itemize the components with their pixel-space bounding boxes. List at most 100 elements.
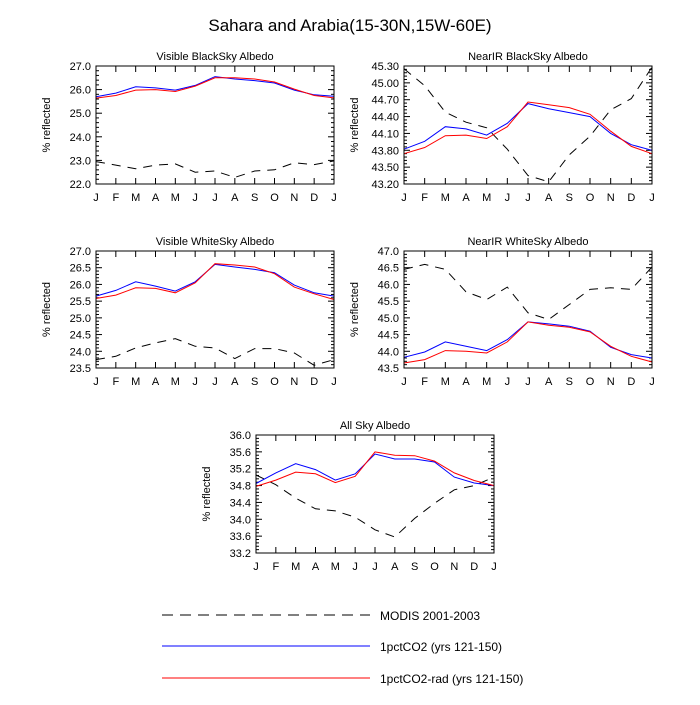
y-tick-label: 34.0 bbox=[230, 514, 251, 526]
panel-title: Visible BlackSky Albedo bbox=[156, 51, 273, 63]
y-tick-label: 45.00 bbox=[371, 78, 399, 90]
x-tick-label: A bbox=[391, 561, 399, 573]
y-tick-label: 44.40 bbox=[371, 112, 399, 124]
x-tick-label: O bbox=[270, 376, 279, 388]
series-line-modis-2001-2003 bbox=[255, 474, 495, 538]
x-tick-label: N bbox=[607, 192, 615, 204]
y-tick-label: 33.6 bbox=[230, 531, 251, 543]
x-tick-label: J bbox=[649, 376, 655, 388]
y-tick-label: 44.10 bbox=[371, 128, 399, 140]
y-tick-label: 35.2 bbox=[230, 464, 251, 476]
y-tick-label: 36.0 bbox=[230, 430, 251, 442]
x-tick-label: D bbox=[627, 192, 635, 204]
x-tick-label: J bbox=[401, 192, 407, 204]
x-tick-label: J bbox=[93, 376, 99, 388]
plot-frame bbox=[95, 250, 335, 369]
x-tick-label: J bbox=[212, 376, 218, 388]
x-tick-label: F bbox=[112, 376, 119, 388]
x-tick-label: O bbox=[586, 192, 595, 204]
x-tick-label: J bbox=[649, 192, 655, 204]
panel-title: All Sky Albedo bbox=[340, 420, 410, 432]
legend-item-modis: MODIS 2001-2003 bbox=[162, 609, 480, 623]
x-tick-label: N bbox=[450, 561, 458, 573]
x-tick-label: J bbox=[491, 561, 497, 573]
x-tick-label: A bbox=[152, 192, 160, 204]
y-tick-label: 26.0 bbox=[70, 279, 91, 291]
y-tick-label: 33.2 bbox=[230, 548, 251, 560]
series-line-1pctco2-rad-yrs-121-150 bbox=[403, 101, 653, 155]
y-axis-label: % reflected bbox=[201, 466, 213, 521]
y-tick-label: 24.5 bbox=[70, 330, 91, 342]
y-axis-label: % reflected bbox=[349, 282, 361, 337]
x-tick-label: J bbox=[372, 561, 378, 573]
y-tick-label: 44.0 bbox=[378, 346, 399, 358]
panel-visible-whitesky: Visible WhiteSky Albedo % reflected 27.0 26… bbox=[41, 236, 337, 388]
x-tick-label: N bbox=[607, 376, 615, 388]
x-tick-label: J bbox=[525, 376, 531, 388]
x-tick-label: A bbox=[312, 561, 320, 573]
legend-item-1pctco2-rad: 1pctCO2-rad (yrs 121-150) bbox=[162, 672, 523, 686]
x-tick-label: N bbox=[290, 376, 298, 388]
legend-label-modis: MODIS 2001-2003 bbox=[380, 609, 480, 623]
x-tick-label: J bbox=[192, 192, 198, 204]
y-tick-label: 24.0 bbox=[70, 132, 91, 144]
x-tick-label: J bbox=[212, 192, 218, 204]
y-tick-label: 45.5 bbox=[378, 296, 399, 308]
legend: MODIS 2001-2003 1pctCO2 (yrs 121-150) 1p… bbox=[162, 609, 523, 686]
x-tick-label: M bbox=[291, 561, 300, 573]
x-tick-label: O bbox=[586, 376, 595, 388]
x-tick-label: D bbox=[310, 192, 318, 204]
x-tick-label: S bbox=[566, 376, 573, 388]
x-tick-label: J bbox=[505, 376, 511, 388]
panel-nearir-blacksky: NearIR BlackSky Albedo % reflected 45.30 45… bbox=[349, 51, 655, 204]
x-tick-label: M bbox=[171, 376, 180, 388]
y-tick-label: 34.4 bbox=[230, 497, 251, 509]
x-tick-label: M bbox=[441, 192, 450, 204]
x-tick-label: J bbox=[505, 192, 511, 204]
y-tick-label: 25.0 bbox=[70, 108, 91, 120]
y-axis-label: % reflected bbox=[41, 97, 53, 152]
y-tick-label: 45.30 bbox=[371, 61, 399, 73]
x-tick-label: M bbox=[331, 561, 340, 573]
y-tick-label: 27.0 bbox=[70, 246, 91, 258]
y-tick-label: 24.0 bbox=[70, 346, 91, 358]
y-tick-label: 46.5 bbox=[378, 263, 399, 275]
x-tick-label: S bbox=[566, 192, 573, 204]
x-tick-label: J bbox=[352, 561, 358, 573]
x-tick-label: J bbox=[253, 561, 259, 573]
x-tick-label: M bbox=[441, 376, 450, 388]
plot-frame bbox=[403, 250, 653, 369]
panel-title: NearIR WhiteSky Albedo bbox=[467, 236, 588, 248]
y-tick-label: 45.0 bbox=[378, 313, 399, 325]
y-tick-label: 43.20 bbox=[371, 179, 399, 191]
series-line-1pctco2-yrs-121-150 bbox=[255, 453, 495, 487]
x-tick-label: M bbox=[482, 192, 491, 204]
series-line-1pctco2-yrs-121-150 bbox=[95, 263, 335, 297]
legend-label-1pctco2: 1pctCO2 (yrs 121-150) bbox=[380, 640, 502, 654]
x-tick-label: S bbox=[251, 192, 258, 204]
panel-title: NearIR BlackSky Albedo bbox=[468, 51, 588, 63]
x-tick-label: A bbox=[231, 376, 239, 388]
x-tick-label: F bbox=[421, 192, 428, 204]
y-axis-label: % reflected bbox=[41, 282, 53, 337]
series-line-1pctco2-yrs-121-150 bbox=[95, 76, 335, 98]
x-tick-label: D bbox=[470, 561, 478, 573]
x-tick-label: A bbox=[462, 192, 470, 204]
y-tick-label: 35.6 bbox=[230, 447, 251, 459]
x-tick-label: J bbox=[93, 192, 99, 204]
series-line-modis-2001-2003 bbox=[95, 160, 335, 178]
panel-title: Visible WhiteSky Albedo bbox=[156, 236, 274, 248]
x-tick-label: A bbox=[545, 376, 553, 388]
x-tick-label: O bbox=[430, 561, 439, 573]
series-line-1pctco2-rad-yrs-121-150 bbox=[95, 77, 335, 99]
y-tick-label: 43.80 bbox=[371, 145, 399, 157]
x-tick-label: M bbox=[482, 376, 491, 388]
panel-visible-blacksky: Visible BlackSky Albedo % reflected 27.0 26… bbox=[41, 51, 337, 204]
x-tick-label: J bbox=[331, 376, 337, 388]
y-tick-label: 25.5 bbox=[70, 296, 91, 308]
series-line-1pctco2-yrs-121-150 bbox=[403, 103, 653, 151]
plot-frame bbox=[403, 65, 653, 185]
plot-frame bbox=[95, 65, 335, 185]
y-tick-label: 27.0 bbox=[70, 61, 91, 73]
series-line-modis-2001-2003 bbox=[403, 263, 653, 321]
